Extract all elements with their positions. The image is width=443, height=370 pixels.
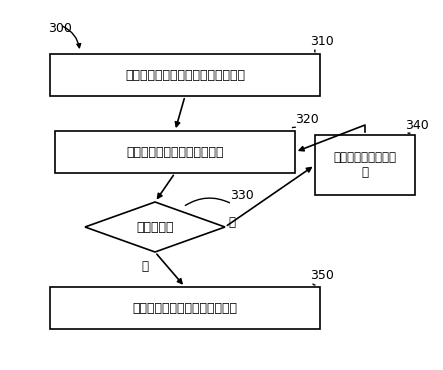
FancyBboxPatch shape xyxy=(55,131,295,173)
Text: 从多个启动文件中选择一个启动文件: 从多个启动文件中选择一个启动文件 xyxy=(125,68,245,81)
Text: 是: 是 xyxy=(141,260,148,273)
Text: 300: 300 xyxy=(48,22,72,35)
FancyBboxPatch shape xyxy=(50,287,320,329)
Text: 320: 320 xyxy=(295,113,319,126)
Text: 重新选择另一启动文
件: 重新选择另一启动文 件 xyxy=(334,151,396,179)
Text: 340: 340 xyxy=(405,119,429,132)
Polygon shape xyxy=(85,202,225,252)
Text: 310: 310 xyxy=(310,35,334,48)
FancyBboxPatch shape xyxy=(50,54,320,96)
Text: 否: 否 xyxy=(228,215,235,229)
FancyBboxPatch shape xyxy=(315,135,415,195)
Text: 对所选择的启动文件进行验证: 对所选择的启动文件进行验证 xyxy=(126,145,224,158)
Text: 验证通过？: 验证通过？ xyxy=(136,221,174,233)
Text: 330: 330 xyxy=(230,189,254,202)
Text: 利用所选择的启动文件进行启动: 利用所选择的启动文件进行启动 xyxy=(132,302,237,314)
Text: 350: 350 xyxy=(310,269,334,282)
